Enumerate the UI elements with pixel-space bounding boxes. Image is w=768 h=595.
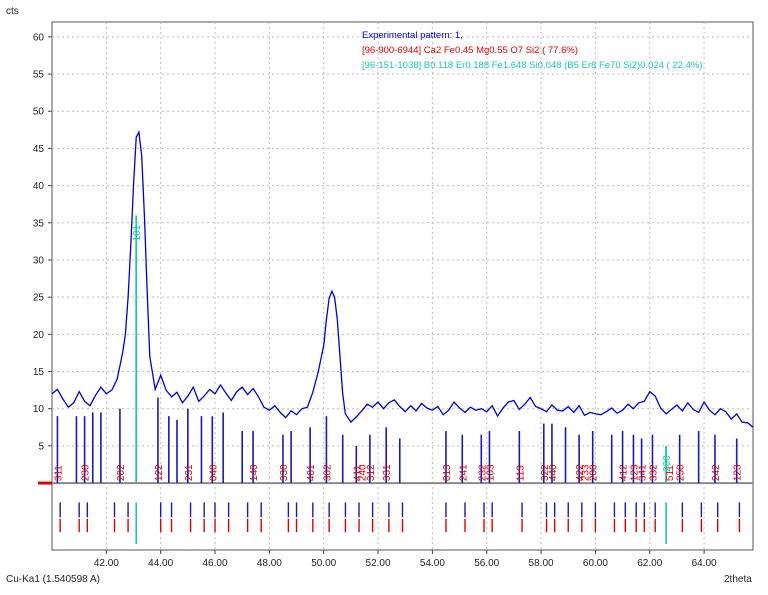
phase1-hkl-label: 103 [485, 464, 496, 481]
phase1-hkl-label: 330 [279, 464, 290, 481]
x-tick-label: 56.00 [474, 558, 499, 569]
y-tick-label: 60 [33, 32, 45, 43]
phase1-hkl-label: 123 [629, 464, 640, 481]
reference-ticks [59, 502, 741, 545]
x-tick-label: 44.00 [148, 558, 173, 569]
x-tick-label: 52.00 [366, 558, 391, 569]
hkl-labels: 311 230 202 122 231 040 140 330 401 302 411 312 331 0… [53, 224, 743, 481]
x-tick-label: 58.00 [529, 558, 554, 569]
y-axis: 5 10 15 20 25 30 35 40 45 50 55 60 [33, 32, 52, 452]
radiation-label: Cu-Ka1 (1.540598 A) [6, 574, 100, 585]
phase1-hkl-label: 311 [53, 465, 64, 481]
x-axis-title: 2theta [724, 574, 752, 585]
phase1-hkl-label: 123 [733, 464, 744, 481]
phase1-hkl-label: 411 [352, 465, 363, 481]
legend-entry: [96-900-6944] Ca2 Fe0.45 Mg0.55 O7 Si2 (… [362, 45, 578, 56]
experimental-line [51, 129, 754, 428]
y-tick-label: 10 [33, 404, 45, 415]
x-tick-label: 46.00 [203, 558, 228, 569]
legend: Experimental pattern: 1, [96-900-6944] Ca… [362, 30, 702, 71]
phase1-hkl-label: 302 [322, 464, 333, 481]
legend-entry: [96-151-1038] B0.118 Er0.188 Fe1.648 Si0… [362, 60, 702, 71]
phase1-hkl-label: 140 [249, 464, 260, 481]
y-tick-label: 25 [33, 293, 45, 304]
x-tick-label: 54.00 [420, 558, 445, 569]
phase1-hkl-label: 231 [184, 464, 195, 481]
x-tick-label: 42.00 [94, 558, 119, 569]
y-axis-title: cts [6, 6, 19, 17]
phase1-hkl-label: 202 [116, 464, 127, 481]
x-tick-label: 64.00 [692, 558, 717, 569]
experimental-series [51, 129, 754, 428]
phase2-hkl-label: 101 [132, 224, 143, 241]
y-tick-label: 5 [38, 441, 44, 452]
x-tick-label: 48.00 [257, 558, 282, 569]
phase1-hkl-label: 113 [515, 465, 526, 481]
phase1-hkl-label: 200 [589, 464, 600, 481]
phase1-hkl-label: 312 [366, 464, 377, 481]
plot-frame [51, 21, 754, 551]
phase1-hkl-label: 122 [154, 464, 165, 481]
phase1-hkl-label: 412 [619, 464, 630, 481]
phase1-hkl-label: 331 [382, 464, 393, 481]
phase2-hkl-label: 200 [662, 455, 673, 472]
y-tick-label: 35 [33, 218, 45, 229]
phase1-hkl-label: 422 [575, 464, 586, 481]
legend-entry: Experimental pattern: 1, [362, 30, 463, 41]
phase1-hkl-label: 440 [548, 464, 559, 481]
phase1-hkl-label: 250 [676, 464, 687, 481]
y-tick-label: 55 [33, 70, 45, 81]
y-tick-label: 20 [33, 330, 45, 341]
phase1-hkl-label: 401 [306, 464, 317, 481]
phase1-hkl-label: 230 [81, 464, 92, 481]
phase1-hkl-label: 232 [477, 464, 488, 481]
x-tick-label: 50.00 [311, 558, 336, 569]
phase1-hkl-label: 240 [358, 464, 369, 481]
x-axis: 42.00 44.00 46.00 48.00 50.00 52.00 54.00 56.00… [94, 550, 717, 569]
phase1-hkl-label: 013 [442, 464, 453, 481]
y-tick-label: 45 [33, 144, 45, 155]
phase1-hkl-label: 242 [711, 464, 722, 481]
phase1-hkl-label: 241 [458, 464, 469, 481]
x-tick-label: 60.00 [583, 558, 608, 569]
y-tick-label: 40 [33, 181, 45, 192]
phase1-hkl-label: 233 [581, 464, 592, 481]
x-tick-label: 62.00 [637, 558, 662, 569]
phase1-hkl-label: 511 [665, 465, 676, 481]
phase1-hkl-label: 322 [540, 464, 551, 481]
y-tick-label: 50 [33, 107, 45, 118]
phase1-hkl-label: 341 [638, 464, 649, 481]
peak-sticks [56, 215, 738, 484]
y-tick-label: 15 [33, 367, 45, 378]
phase1-hkl-label: 040 [208, 464, 219, 481]
y-tick-label: 30 [33, 255, 45, 266]
phase1-hkl-label: 332 [648, 464, 659, 481]
